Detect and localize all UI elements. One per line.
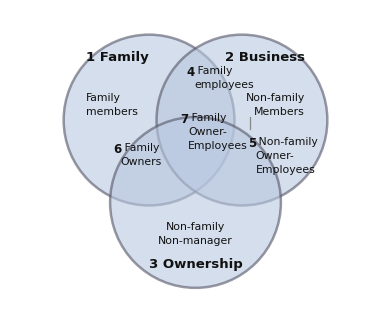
Text: 3 Ownership: 3 Ownership [149,258,242,271]
Text: Family
employees: Family employees [194,66,254,90]
Text: 7: 7 [181,113,188,126]
Text: Family
members: Family members [86,93,138,117]
Circle shape [110,117,281,288]
Text: 1 Family: 1 Family [86,51,149,64]
Text: Non-family
Owner-
Employees: Non-family Owner- Employees [255,136,318,175]
Text: Family
Owners: Family Owners [120,142,162,167]
Text: Non-family
Non-manager: Non-family Non-manager [158,222,233,246]
Text: 4: 4 [187,66,195,79]
Text: 5: 5 [248,136,256,149]
Text: 6: 6 [113,142,121,156]
Text: 2 Business: 2 Business [225,51,305,64]
Circle shape [64,35,235,205]
Text: Non-family
Members: Non-family Members [246,93,305,117]
Circle shape [156,35,327,205]
Text: Family
Owner-
Employees: Family Owner- Employees [188,113,248,150]
